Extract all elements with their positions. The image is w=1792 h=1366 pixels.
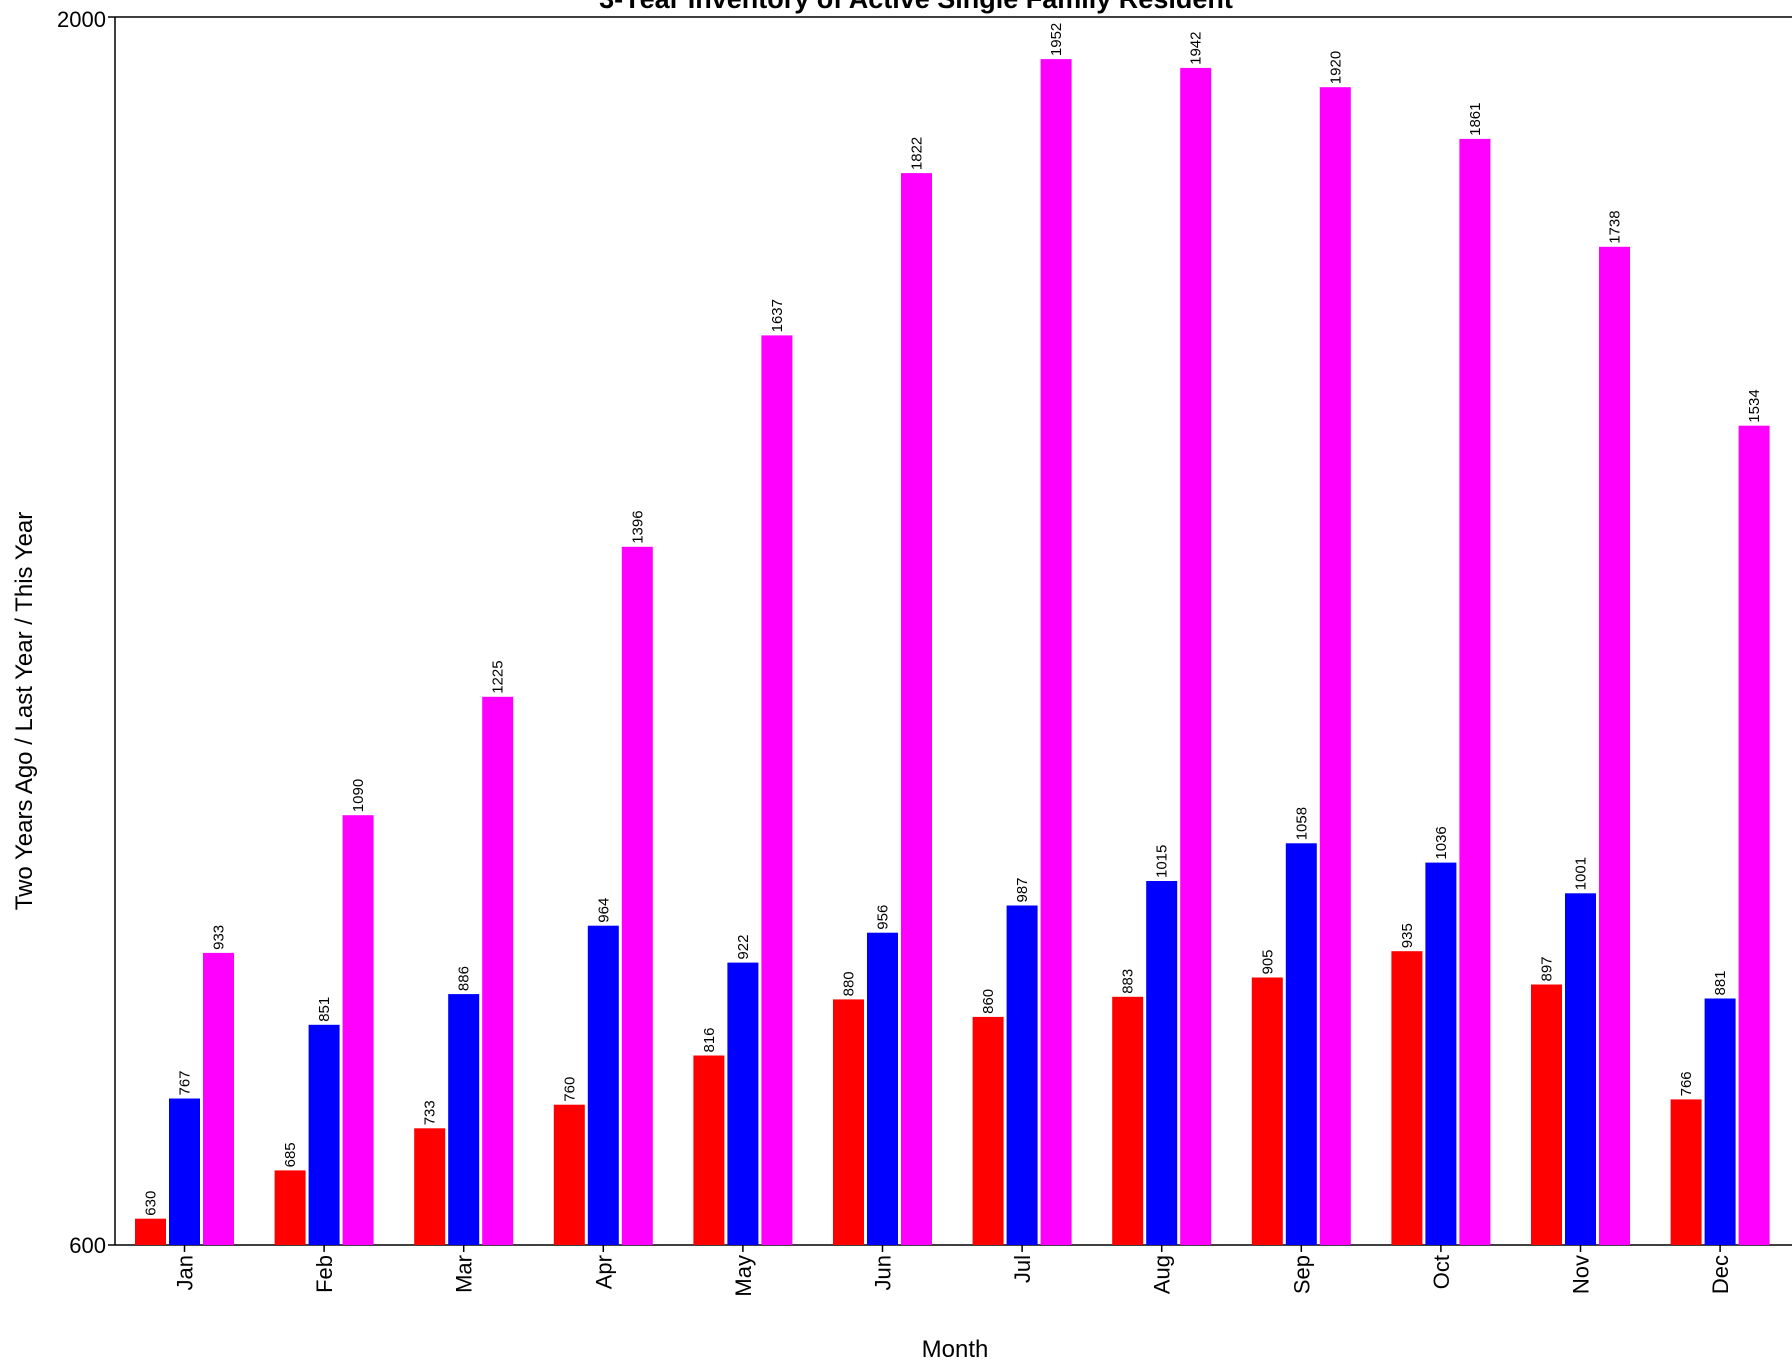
data-label-mar-series-1: 733 — [422, 1100, 439, 1125]
data-label-feb-series-3: 1090 — [350, 779, 367, 812]
data-label-mar-series-3: 1225 — [490, 660, 507, 693]
bar-jul-series-2 — [1006, 905, 1038, 1245]
bar-aug-series-2 — [1146, 881, 1178, 1245]
data-label-jun-series-2: 956 — [875, 905, 892, 930]
data-label-apr-series-2: 964 — [595, 898, 612, 923]
data-label-apr-series-1: 760 — [561, 1077, 578, 1102]
bar-jun-series-2 — [867, 932, 898, 1245]
data-label-nov-series-3: 1738 — [1607, 210, 1624, 243]
x-tick-label-sep: Sep — [1289, 1255, 1314, 1294]
y-axis-label: Two Years Ago / Last Year / This Year — [11, 512, 38, 911]
data-label-aug-series-3: 1942 — [1188, 32, 1205, 65]
bar-jan-series-1 — [135, 1218, 166, 1245]
data-label-feb-series-1: 685 — [282, 1142, 299, 1167]
data-label-mar-series-2: 886 — [456, 966, 473, 991]
bar-dec-series-2 — [1704, 998, 1736, 1245]
bar-dec-series-1 — [1670, 1099, 1702, 1245]
x-tick-label-feb: Feb — [312, 1255, 337, 1293]
x-tick-label-may: May — [731, 1255, 756, 1297]
data-label-may-series-1: 816 — [701, 1027, 718, 1052]
data-label-oct-series-3: 1861 — [1467, 103, 1484, 136]
data-label-may-series-2: 922 — [735, 935, 752, 960]
bar-may-series-2 — [727, 962, 759, 1245]
data-label-nov-series-2: 1001 — [1573, 857, 1590, 890]
data-label-jul-series-3: 1952 — [1048, 23, 1065, 56]
data-label-oct-series-1: 935 — [1399, 923, 1416, 948]
y-tick-label-max: 2000 — [57, 7, 106, 32]
bar-may-series-1 — [693, 1055, 725, 1245]
x-tick-label-jan: Jan — [173, 1255, 198, 1290]
y-tick-label-min: 600 — [69, 1233, 106, 1258]
data-label-jan-series-1: 630 — [143, 1191, 160, 1216]
bar-nov-series-1 — [1531, 984, 1562, 1245]
data-label-jul-series-1: 860 — [980, 989, 997, 1014]
bar-jul-series-3 — [1040, 59, 1072, 1246]
data-label-feb-series-2: 851 — [316, 997, 333, 1022]
bar-jun-series-1 — [833, 999, 864, 1245]
bar-sep-series-1 — [1251, 977, 1283, 1245]
bar-jul-series-1 — [972, 1016, 1004, 1245]
data-label-jan-series-2: 767 — [177, 1070, 194, 1095]
data-label-aug-series-2: 1015 — [1154, 845, 1171, 878]
bar-nov-series-2 — [1565, 893, 1596, 1245]
bar-jan-series-3 — [203, 952, 234, 1245]
x-tick-label-aug: Aug — [1150, 1255, 1175, 1294]
bar-mar-series-1 — [414, 1128, 446, 1245]
bar-oct-series-2 — [1425, 862, 1457, 1245]
data-label-sep-series-1: 905 — [1259, 949, 1276, 974]
x-tick-label-apr: Apr — [591, 1255, 616, 1289]
bar-aug-series-1 — [1112, 996, 1144, 1245]
data-label-nov-series-1: 897 — [1539, 956, 1556, 981]
data-label-dec-series-3: 1534 — [1746, 389, 1763, 422]
data-label-jun-series-3: 1822 — [909, 137, 926, 170]
x-tick-label-oct: Oct — [1429, 1255, 1454, 1289]
bar-jun-series-3 — [901, 173, 932, 1246]
data-label-apr-series-3: 1396 — [629, 510, 646, 543]
bar-sep-series-2 — [1285, 843, 1317, 1245]
x-tick-label-nov: Nov — [1569, 1255, 1594, 1294]
bar-oct-series-1 — [1391, 951, 1423, 1245]
x-tick-label-mar: Mar — [452, 1255, 477, 1293]
bar-oct-series-3 — [1459, 138, 1491, 1245]
data-label-dec-series-1: 766 — [1678, 1071, 1695, 1096]
bar-feb-series-2 — [308, 1024, 340, 1245]
data-label-jan-series-3: 933 — [211, 925, 228, 950]
bar-nov-series-3 — [1599, 246, 1630, 1246]
bar-apr-series-1 — [553, 1104, 585, 1245]
data-label-dec-series-2: 881 — [1712, 970, 1729, 995]
x-tick-label-jun: Jun — [871, 1255, 896, 1290]
x-tick-label-dec: Dec — [1708, 1255, 1733, 1294]
bar-sep-series-3 — [1319, 87, 1351, 1246]
data-label-jun-series-1: 880 — [841, 971, 858, 996]
data-label-may-series-3: 1637 — [769, 299, 786, 332]
bar-feb-series-1 — [274, 1170, 306, 1245]
x-tick-label-jul: Jul — [1010, 1255, 1035, 1283]
bar-jan-series-2 — [169, 1098, 200, 1245]
x-axis-label: Month — [922, 1336, 989, 1363]
data-label-sep-series-2: 1058 — [1293, 807, 1310, 840]
bar-dec-series-3 — [1738, 425, 1770, 1245]
chart-title: 3-Year Inventory of Active Single Family… — [599, 0, 1233, 14]
data-label-sep-series-3: 1920 — [1327, 51, 1344, 84]
bar-mar-series-3 — [482, 696, 514, 1245]
bar-may-series-3 — [761, 335, 793, 1245]
data-label-oct-series-2: 1036 — [1433, 826, 1450, 859]
bar-apr-series-3 — [621, 546, 653, 1245]
bar-apr-series-2 — [587, 925, 619, 1245]
data-label-aug-series-1: 883 — [1120, 969, 1137, 994]
bar-feb-series-3 — [342, 815, 374, 1245]
data-label-jul-series-2: 987 — [1014, 877, 1031, 902]
bar-aug-series-3 — [1180, 67, 1212, 1245]
bar-mar-series-2 — [448, 994, 480, 1245]
